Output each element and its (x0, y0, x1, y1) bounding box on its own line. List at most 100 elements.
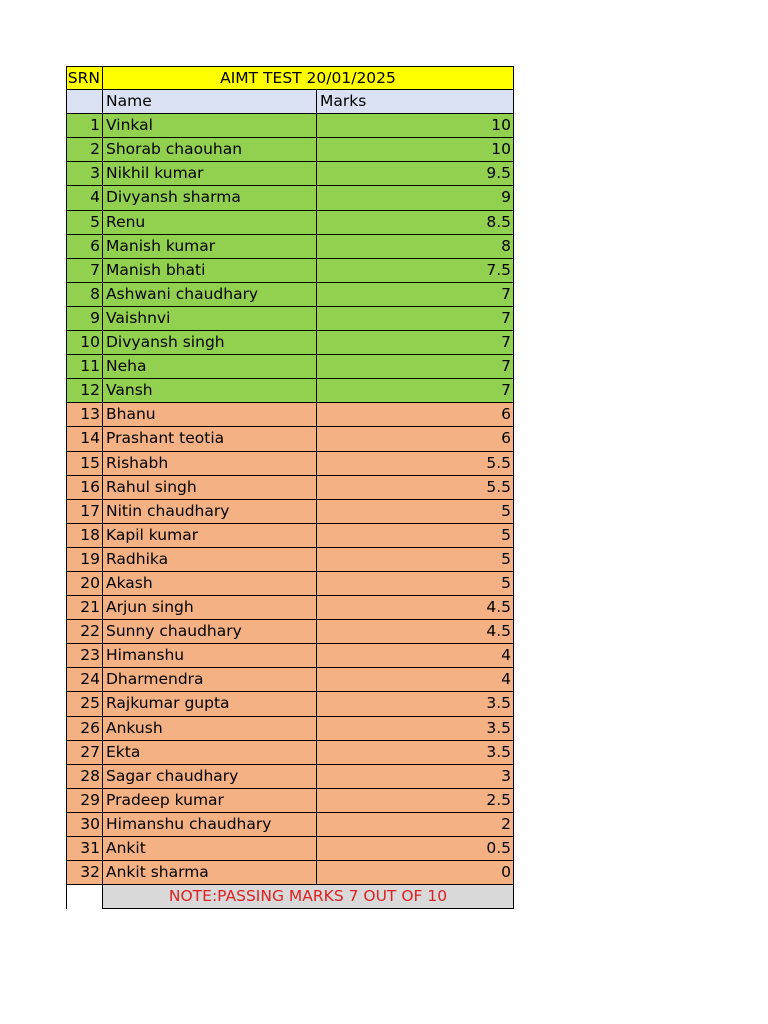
name-cell[interactable]: Rajkumar gupta (103, 692, 317, 717)
srn-cell[interactable]: 29 (66, 788, 103, 813)
name-cell[interactable]: Rishabh (103, 451, 317, 476)
marks-cell[interactable]: 4.5 (317, 596, 514, 621)
marks-cell[interactable]: 8.5 (317, 210, 514, 235)
marks-cell[interactable]: 10 (317, 138, 514, 163)
marks-cell[interactable]: 3.5 (317, 740, 514, 765)
srn-cell[interactable]: 15 (66, 451, 103, 476)
marks-cell[interactable]: 7 (317, 331, 514, 356)
marks-cell[interactable]: 6 (317, 427, 514, 452)
srn-cell[interactable]: 6 (66, 234, 103, 259)
name-cell[interactable]: Radhika (103, 547, 317, 572)
marks-header-cell[interactable]: Marks (317, 90, 514, 115)
name-cell[interactable]: Vaishnvi (103, 306, 317, 332)
name-cell[interactable]: Sagar chaudhary (103, 764, 317, 789)
srn-cell[interactable]: 10 (66, 331, 103, 356)
name-header-cell[interactable]: Name (103, 90, 317, 115)
srn-cell[interactable]: 20 (66, 571, 103, 597)
name-cell[interactable]: Prashant teotia (103, 427, 317, 452)
name-cell[interactable]: Renu (103, 210, 317, 235)
marks-cell[interactable]: 7 (317, 379, 514, 404)
name-cell[interactable]: Dharmendra (103, 668, 317, 693)
marks-cell[interactable]: 0.5 (317, 837, 514, 862)
name-cell[interactable]: Nikhil kumar (103, 162, 317, 187)
name-cell[interactable]: Ankush (103, 716, 317, 741)
marks-cell[interactable]: 2 (317, 812, 514, 837)
name-cell[interactable]: Bhanu (103, 403, 317, 428)
srn-cell[interactable]: 28 (66, 764, 103, 789)
name-cell[interactable]: Sunny chaudhary (103, 620, 317, 645)
marks-cell[interactable]: 7 (317, 282, 514, 307)
srn-cell[interactable]: 11 (66, 355, 103, 380)
srn-cell[interactable]: 17 (66, 499, 103, 524)
srn-cell[interactable]: 26 (66, 716, 103, 741)
name-cell[interactable]: Nitin chaudhary (103, 499, 317, 524)
name-cell[interactable]: Himanshu (103, 644, 317, 669)
srn-cell[interactable]: 7 (66, 258, 103, 283)
marks-cell[interactable]: 4 (317, 644, 514, 669)
srn-cell[interactable]: 8 (66, 282, 103, 307)
name-cell[interactable]: Vansh (103, 379, 317, 404)
marks-cell[interactable]: 9.5 (317, 162, 514, 187)
marks-cell[interactable]: 10 (317, 114, 514, 139)
srn-cell[interactable]: 12 (66, 379, 103, 404)
name-cell[interactable]: Divyansh singh (103, 331, 317, 356)
srn-cell[interactable]: 14 (66, 427, 103, 452)
marks-cell[interactable]: 7.5 (317, 258, 514, 283)
srn-cell[interactable]: 31 (66, 837, 103, 862)
srn-cell[interactable]: 4 (66, 186, 103, 211)
marks-cell[interactable]: 8 (317, 234, 514, 259)
marks-cell[interactable]: 5.5 (317, 451, 514, 476)
srn-cell[interactable]: 19 (66, 547, 103, 572)
marks-cell[interactable]: 3.5 (317, 692, 514, 717)
srn-cell[interactable]: 3 (66, 162, 103, 187)
name-cell[interactable]: Divyansh sharma (103, 186, 317, 211)
srn-cell[interactable]: 2 (66, 138, 103, 163)
blank-header-cell[interactable] (66, 90, 103, 115)
srn-cell[interactable]: 22 (66, 620, 103, 645)
marks-cell[interactable]: 5.5 (317, 475, 514, 500)
marks-cell[interactable]: 5 (317, 547, 514, 572)
name-cell[interactable]: Rahul singh (103, 475, 317, 500)
marks-cell[interactable]: 0 (317, 861, 514, 886)
srn-header-cell[interactable]: SRN (66, 66, 103, 91)
name-cell[interactable]: Manish bhati (103, 258, 317, 283)
name-cell[interactable]: Ankit sharma (103, 861, 317, 886)
passing-note-cell[interactable]: NOTE:PASSING MARKS 7 OUT OF 10 (103, 885, 514, 910)
name-cell[interactable]: Manish kumar (103, 234, 317, 259)
srn-cell[interactable]: 16 (66, 475, 103, 500)
srn-cell[interactable]: 9 (66, 306, 103, 332)
marks-cell[interactable]: 6 (317, 403, 514, 428)
srn-cell[interactable]: 30 (66, 812, 103, 837)
marks-cell[interactable]: 3 (317, 764, 514, 789)
marks-cell[interactable]: 4.5 (317, 620, 514, 645)
srn-cell[interactable]: 1 (66, 114, 103, 139)
srn-cell[interactable]: 24 (66, 668, 103, 693)
marks-cell[interactable]: 7 (317, 306, 514, 332)
sheet-title-cell[interactable]: AIMT TEST 20/01/2025 (103, 66, 514, 91)
name-cell[interactable]: Ankit (103, 837, 317, 862)
marks-cell[interactable]: 5 (317, 499, 514, 524)
marks-cell[interactable]: 4 (317, 668, 514, 693)
srn-cell[interactable]: 18 (66, 523, 103, 548)
srn-cell[interactable]: 21 (66, 596, 103, 621)
marks-cell[interactable]: 9 (317, 186, 514, 211)
marks-cell[interactable]: 7 (317, 355, 514, 380)
name-cell[interactable]: Pradeep kumar (103, 788, 317, 813)
name-cell[interactable]: Himanshu chaudhary (103, 812, 317, 837)
srn-cell[interactable]: 5 (66, 210, 103, 235)
name-cell[interactable]: Ashwani chaudhary (103, 282, 317, 307)
srn-cell[interactable]: 32 (66, 861, 103, 886)
marks-cell[interactable]: 5 (317, 571, 514, 597)
name-cell[interactable]: Neha (103, 355, 317, 380)
name-cell[interactable]: Akash (103, 571, 317, 597)
name-cell[interactable]: Vinkal (103, 114, 317, 139)
srn-cell[interactable]: 25 (66, 692, 103, 717)
name-cell[interactable]: Kapil kumar (103, 523, 317, 548)
srn-cell[interactable]: 27 (66, 740, 103, 765)
marks-cell[interactable]: 5 (317, 523, 514, 548)
name-cell[interactable]: Arjun singh (103, 596, 317, 621)
srn-cell[interactable]: 13 (66, 403, 103, 428)
srn-cell[interactable]: 23 (66, 644, 103, 669)
marks-cell[interactable]: 3.5 (317, 716, 514, 741)
marks-cell[interactable]: 2.5 (317, 788, 514, 813)
